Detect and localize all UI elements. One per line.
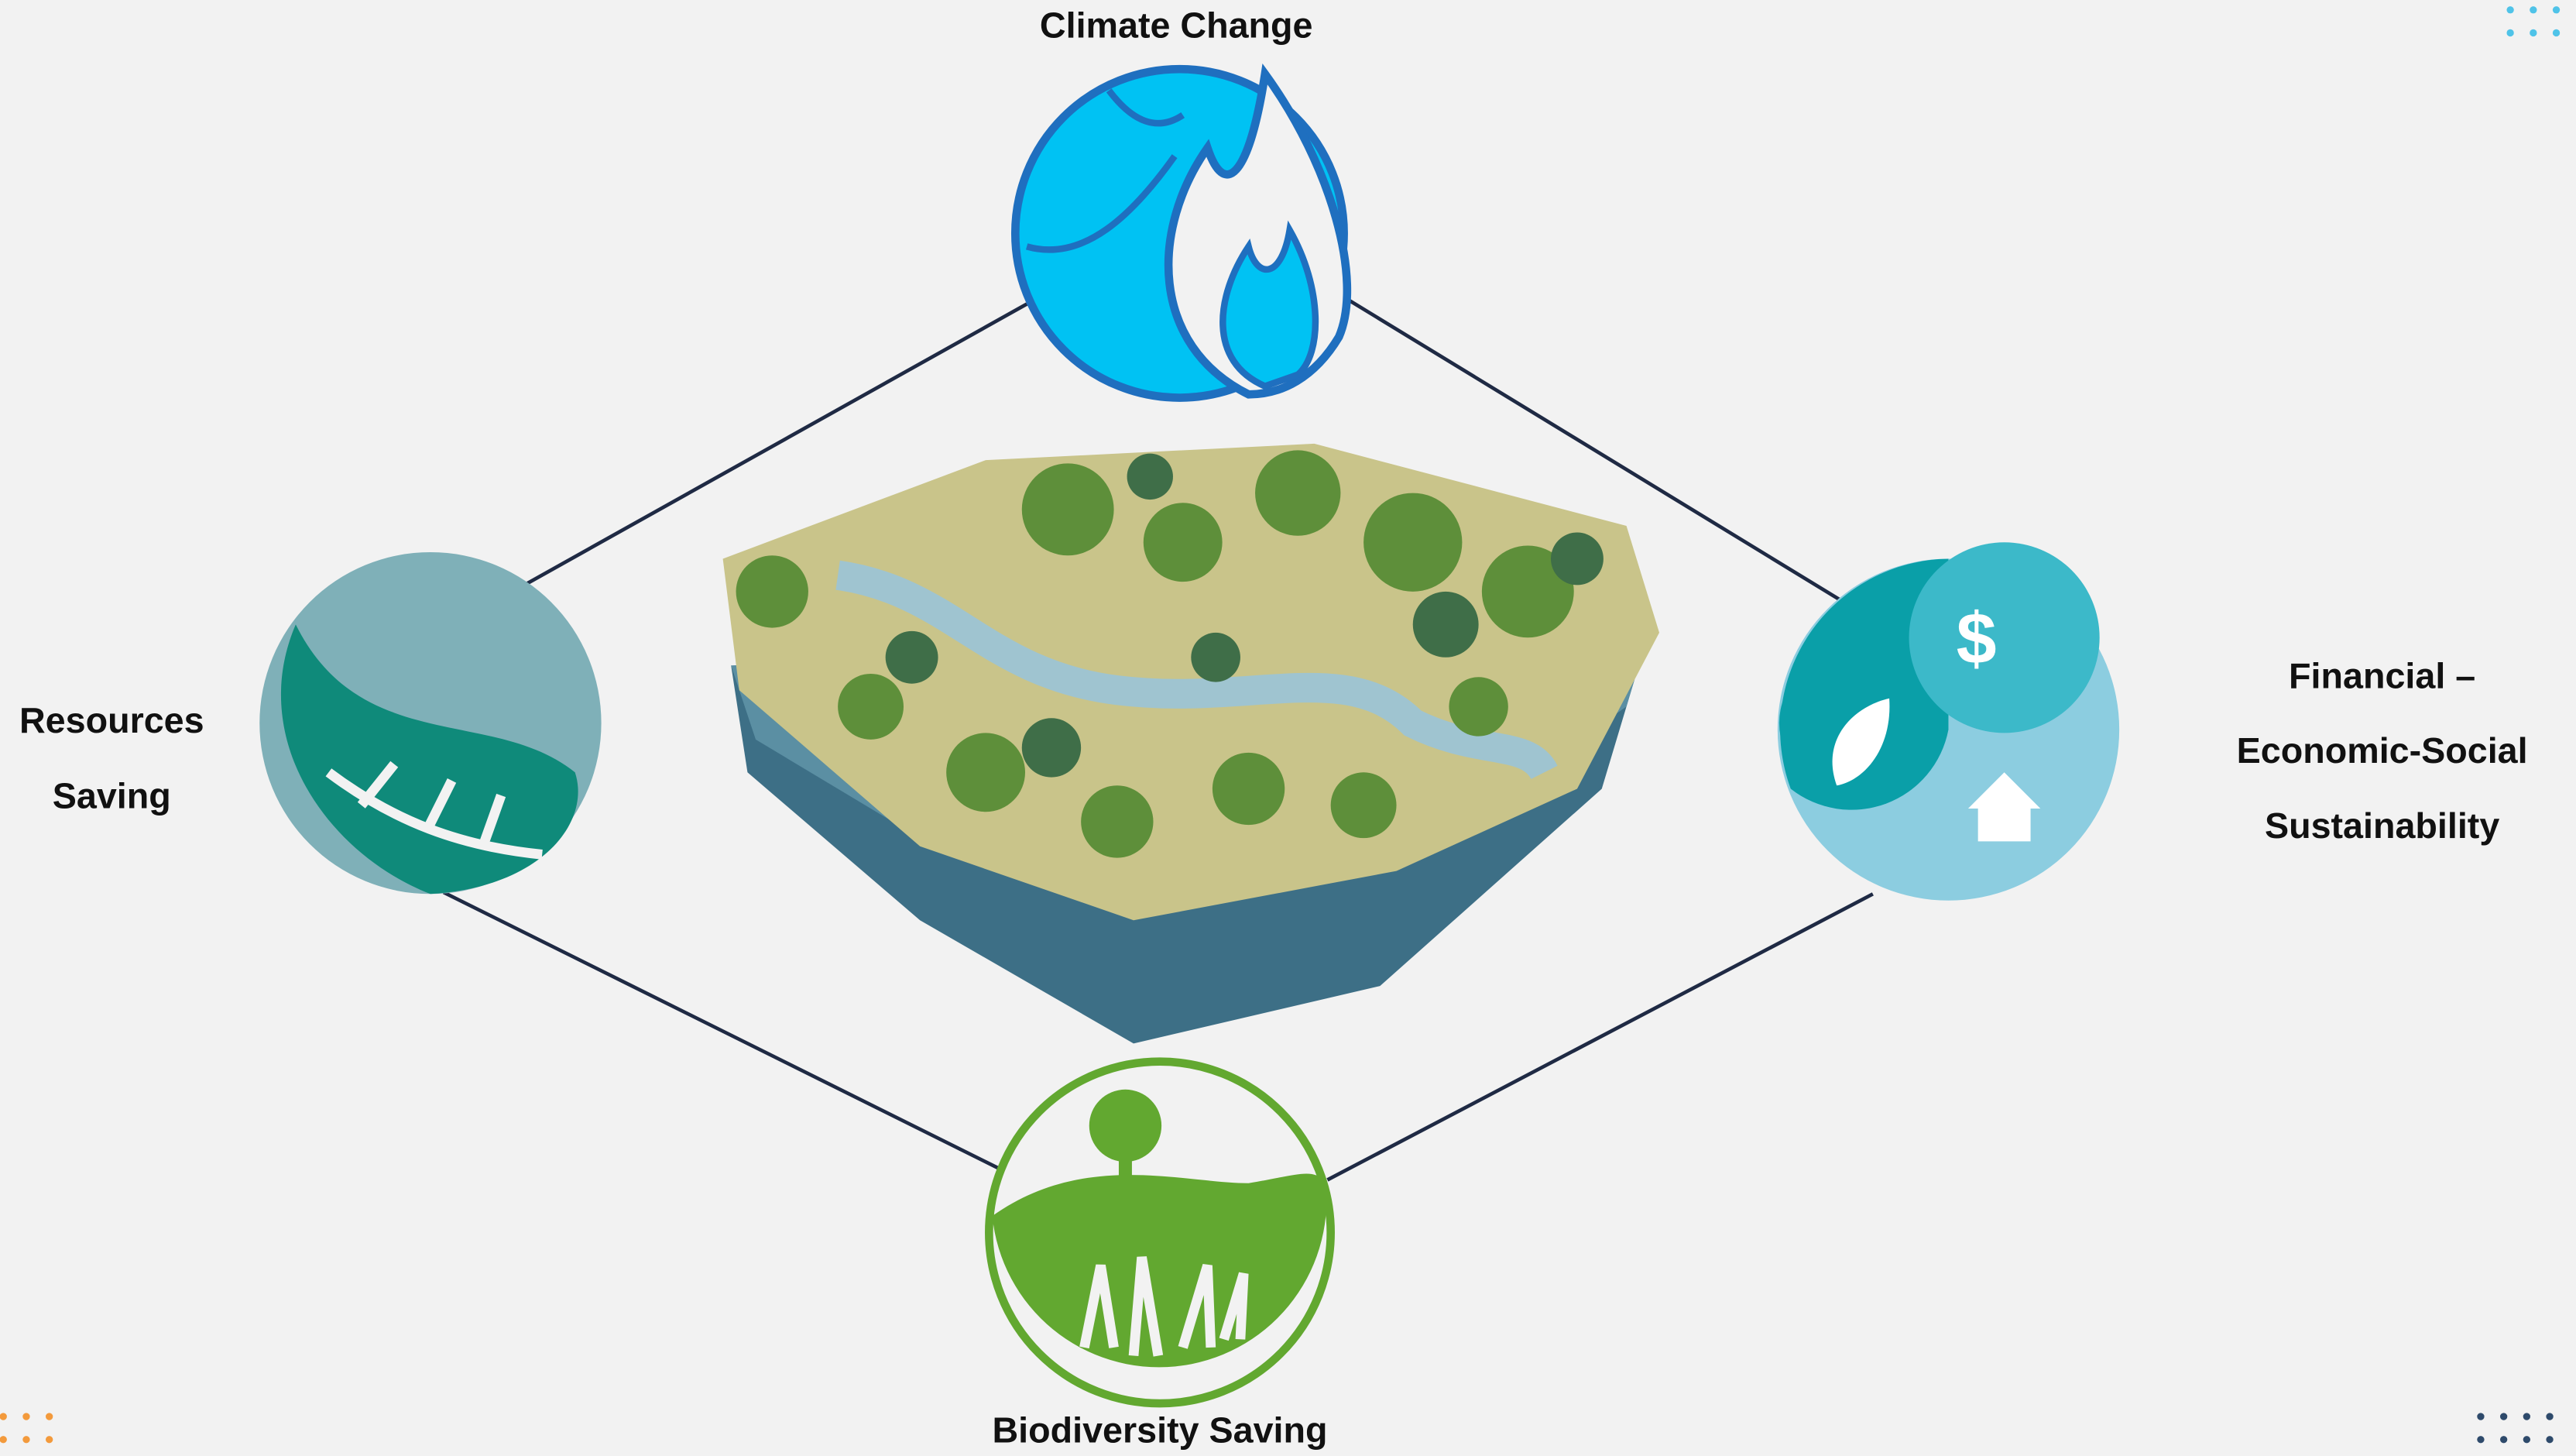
node-label: Resources <box>19 700 204 740</box>
corner-dots <box>2477 1413 2554 1444</box>
dollar-glyph: $ <box>1957 597 1997 678</box>
node-label: Sustainability <box>2265 805 2499 846</box>
connector <box>511 302 1028 593</box>
node-label: Climate Change <box>1040 5 1313 45</box>
corner-dots <box>0 1413 53 1444</box>
node-label: Financial – <box>2289 656 2475 696</box>
corner-dots <box>2506 6 2561 37</box>
connector <box>1346 297 1841 602</box>
climate-icon <box>1010 63 1352 402</box>
connectors <box>442 297 1874 1182</box>
financial-icon: $ <box>1777 542 2120 901</box>
node-label: Saving <box>53 776 171 816</box>
biodiversity-icon <box>985 1057 1335 1408</box>
node-label: Biodiversity Saving <box>992 1410 1327 1451</box>
connector <box>442 891 1003 1172</box>
node-label: Economic-Social <box>2237 730 2528 771</box>
island-illustration <box>722 443 1660 1044</box>
connector <box>1326 892 1874 1182</box>
resources-icon <box>259 551 602 895</box>
